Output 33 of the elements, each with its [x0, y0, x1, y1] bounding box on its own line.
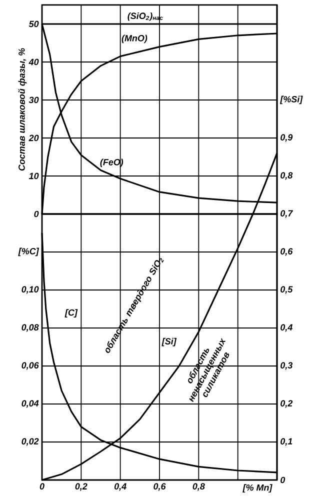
y-tick-label: 0,06	[22, 362, 39, 370]
series-label: [Si]	[162, 338, 177, 346]
y2-tick-label: 0,1	[280, 438, 292, 446]
y-tick-label: [%C]	[18, 248, 40, 256]
y2-tick-label: [%Si]	[280, 96, 303, 104]
y2-tick-label: 0,7	[280, 210, 294, 218]
y2-tick-label: 0,4	[280, 324, 292, 332]
y-tick-label: 20	[28, 134, 39, 142]
y-axis-title: Состав шлаковой фазы, %	[18, 48, 27, 171]
y-tick-label: 0,08	[22, 324, 39, 332]
y2-tick-label: 0,6	[280, 248, 293, 256]
y-tick-label: 10	[28, 172, 39, 180]
x-axis-title: [% Mn]	[242, 484, 272, 493]
x-tick-label: 0	[40, 483, 44, 490]
y-tick-label: 30	[28, 96, 39, 104]
y-tick-label: 0	[34, 210, 39, 218]
x-tick-label: 0,4	[114, 483, 126, 491]
y2-tick-label: 0	[280, 476, 286, 484]
y-tick-label: 50	[28, 20, 39, 28]
y2-tick-label: 0,2	[280, 400, 293, 408]
series-label: [C]	[64, 309, 78, 318]
y-tick-label: 0,10	[22, 286, 39, 294]
series-label: (MnO)	[122, 34, 148, 44]
y2-tick-label: 0,3	[280, 362, 293, 370]
y-tick-label: 40	[28, 58, 39, 66]
x-tick-label: 0,2	[75, 483, 88, 491]
x-tick-label: 0,8	[192, 483, 205, 491]
y-tick-label: 0,04	[22, 400, 39, 408]
y2-tick-label: 0,8	[280, 172, 293, 180]
y2-tick-label: 0,9	[280, 134, 293, 142]
y2-tick-label: 0,5	[280, 286, 293, 294]
x-tick-label: 0,6	[154, 483, 166, 491]
y-tick-label: 0,02	[22, 438, 39, 446]
